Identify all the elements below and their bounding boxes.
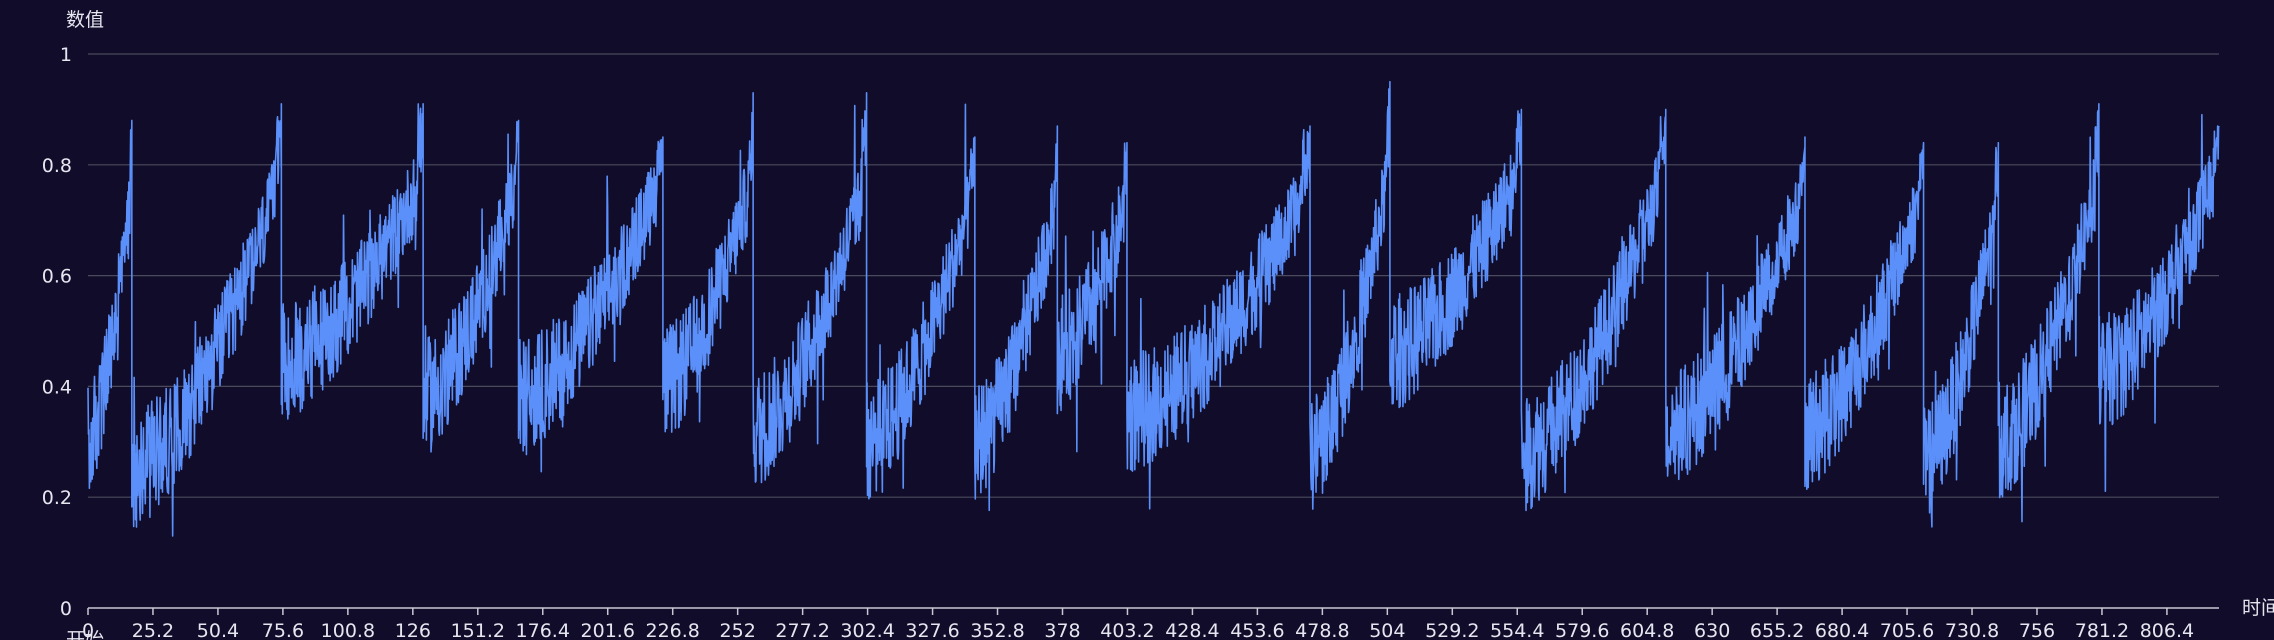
x-tick-label: 504 [1369,620,1405,640]
x-tick-label: 730.8 [1945,620,1999,640]
x-tick-label: 529.2 [1425,620,1479,640]
y-tick-label: 0 [60,598,72,620]
x-tick-label: 327.6 [905,620,959,640]
x-tick-label: 151.2 [451,620,505,640]
x-tick-label: 630 [1694,620,1730,640]
x-tick-label: 705.6 [1880,620,1934,640]
x-tick-label: 604.8 [1620,620,1674,640]
x-tick-label: 352.8 [970,620,1024,640]
y-tick-label: 0.4 [42,376,72,398]
x-tick-label: 806.4 [2140,620,2194,640]
x-tick-label: 378 [1044,620,1080,640]
x-tick-label: 428.4 [1165,620,1219,640]
y-tick-label: 0.2 [42,487,72,509]
y-tick-label: 1 [60,44,72,66]
x-tick-label: 554.4 [1490,620,1544,640]
x-tick-label: 50.4 [197,620,239,640]
x-tick-label: 25.2 [132,620,174,640]
x-tick-label: 453.6 [1230,620,1284,640]
x-tick-label: 302.4 [840,620,894,640]
y-tick-label: 0.8 [42,155,72,177]
x-tick-label: 756 [2019,620,2055,640]
x-tick-label: 277.2 [775,620,829,640]
x-tick-label: 403.2 [1100,620,1154,640]
series-layer [87,80,2220,537]
x-tick-label: 100.8 [321,620,375,640]
series-line [87,80,2220,537]
x-tick-label: 655.2 [1750,620,1804,640]
x-tick-label: 579.6 [1555,620,1609,640]
x-tick-label: 75.6 [262,620,304,640]
x-tick-label: 252 [720,620,756,640]
y-axis-label: 数值 [66,9,104,31]
x-tick-label: 226.8 [645,620,699,640]
x-axis-label: 时间 [2242,597,2274,619]
start-label: 开始 [66,629,104,640]
x-tick-label: 201.6 [581,620,635,640]
x-tick-label: 478.8 [1295,620,1349,640]
y-tick-label: 0.6 [42,266,72,288]
x-tick-label: 781.2 [2075,620,2129,640]
x-tick-label: 0 [82,620,94,640]
x-tick-label: 680.4 [1815,620,1869,640]
axes: 0 0.2 0.4 0.6 0.8 1 0 25.2 50.4 75.6 100.8 126 151.2… [42,44,2219,640]
x-tick-label: 126 [395,620,431,640]
x-tick-label: 176.4 [516,620,570,640]
